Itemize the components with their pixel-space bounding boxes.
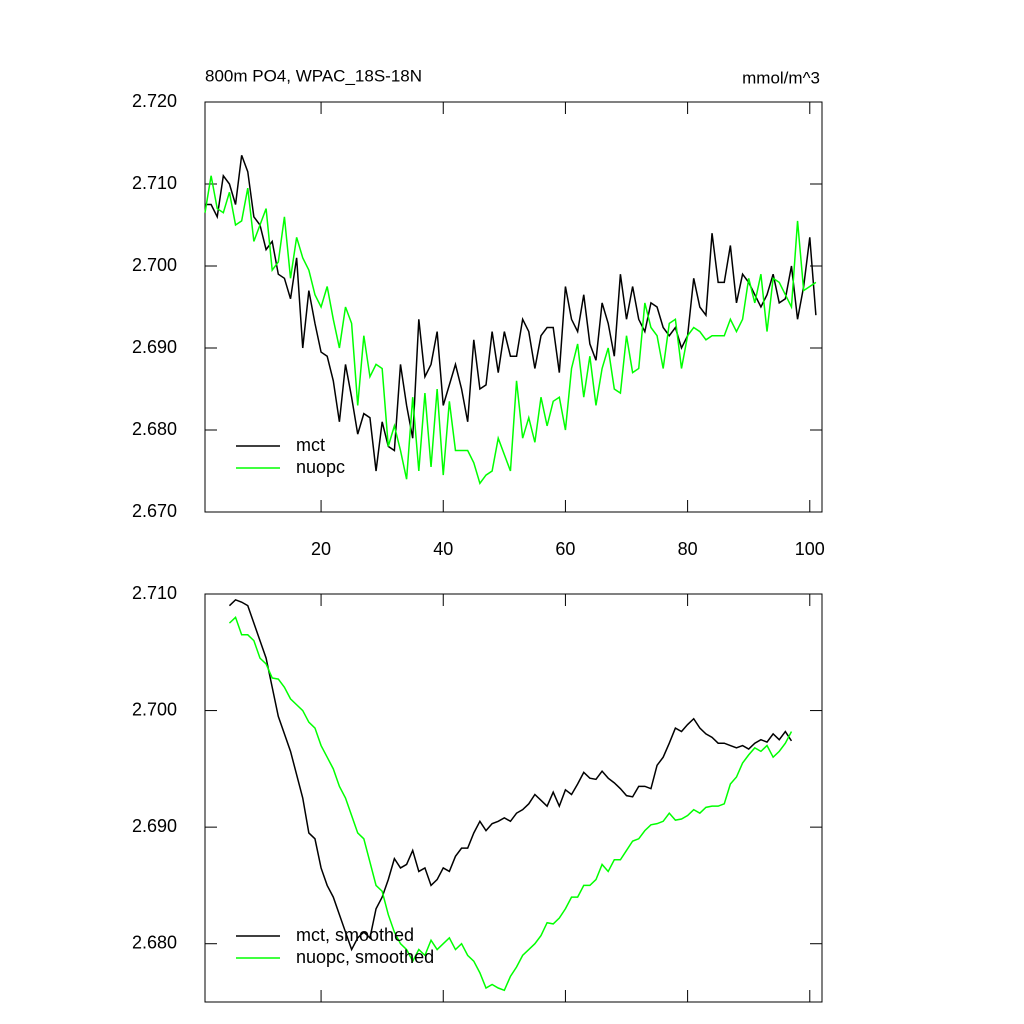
data-line bbox=[205, 155, 817, 472]
x-tick-label: 100 bbox=[795, 539, 825, 559]
y-tick-label: 2.680 bbox=[132, 932, 177, 952]
plot-frame bbox=[204, 593, 823, 1003]
legend-label: mct, smoothed bbox=[296, 925, 414, 945]
y-tick-label: 2.690 bbox=[132, 337, 177, 357]
legend-label: nuopc, smoothed bbox=[296, 947, 434, 967]
y-tick-label: 2.700 bbox=[132, 255, 177, 275]
legend-label: nuopc bbox=[296, 457, 345, 477]
y-tick-label: 2.670 bbox=[132, 501, 177, 521]
units-label: mmol/m^3 bbox=[742, 68, 820, 87]
x-tick-label: 20 bbox=[311, 539, 331, 559]
data-line bbox=[228, 615, 793, 992]
x-tick-label: 60 bbox=[555, 539, 575, 559]
y-tick-label: 2.720 bbox=[132, 91, 177, 111]
y-tick-label: 2.710 bbox=[132, 583, 177, 603]
x-tick-label: 80 bbox=[678, 539, 698, 559]
y-tick-label: 2.690 bbox=[132, 816, 177, 836]
x-tick-label: 40 bbox=[433, 539, 453, 559]
y-tick-label: 2.710 bbox=[132, 173, 177, 193]
legend-label: mct bbox=[296, 435, 325, 455]
plot-frame bbox=[204, 101, 823, 513]
data-line bbox=[228, 598, 793, 952]
y-tick-label: 2.680 bbox=[132, 419, 177, 439]
y-tick-label: 2.700 bbox=[132, 699, 177, 719]
chart-title: 800m PO4, WPAC_18S-18N bbox=[205, 66, 422, 85]
data-line bbox=[204, 175, 817, 485]
